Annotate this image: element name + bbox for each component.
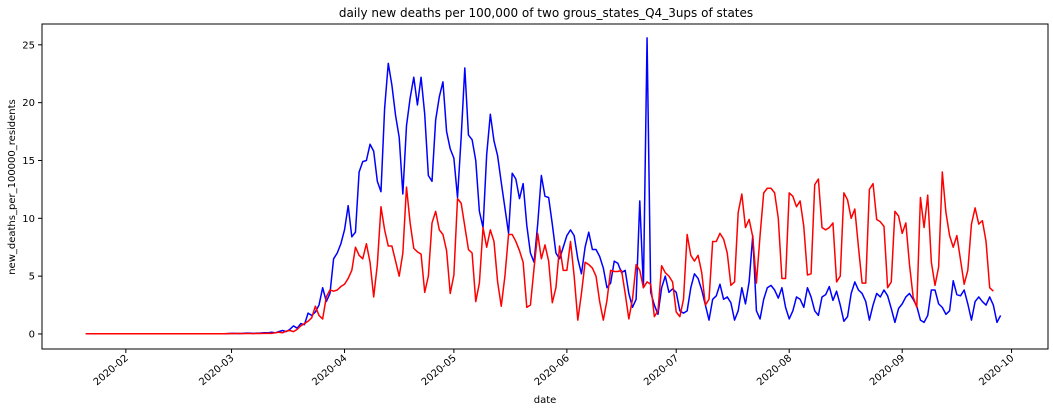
x-tick-label: 2020-06 (533, 353, 572, 388)
series-line-1 (85, 37, 1002, 335)
x-axis: 2020-02 2020-03 2020-04 2020-05 2020-06 2020-… (92, 349, 1016, 388)
x-tick-label: 2020-04 (310, 353, 349, 388)
y-tick-label: 25 (22, 40, 35, 51)
y-tick-label: 0 (29, 329, 35, 340)
y-tick-label: 15 (22, 156, 35, 167)
y-tick-label: 20 (22, 98, 35, 109)
x-axis-label: date (534, 395, 557, 406)
x-tick-label: 2020-10 (977, 353, 1016, 388)
y-tick-label: 5 (29, 272, 35, 283)
x-tick-label: 2020-02 (92, 353, 131, 388)
series-layer (85, 37, 1002, 335)
x-tick-label: 2020-03 (197, 353, 236, 388)
y-axis: 0 5 10 15 20 25 (22, 40, 42, 340)
plot-area (41, 23, 1049, 350)
y-tick-label: 10 (22, 214, 35, 225)
chart-title: daily new deaths per 100,000 of two grou… (339, 6, 753, 20)
x-tick-label: 2020-05 (420, 353, 459, 388)
series-line-2 (85, 171, 994, 335)
x-tick-label: 2020-07 (642, 353, 681, 388)
x-tick-label: 2020-09 (868, 353, 907, 388)
x-tick-label: 2020-08 (755, 353, 794, 388)
y-axis-label: new_deaths_per_100000_residents (7, 99, 18, 275)
